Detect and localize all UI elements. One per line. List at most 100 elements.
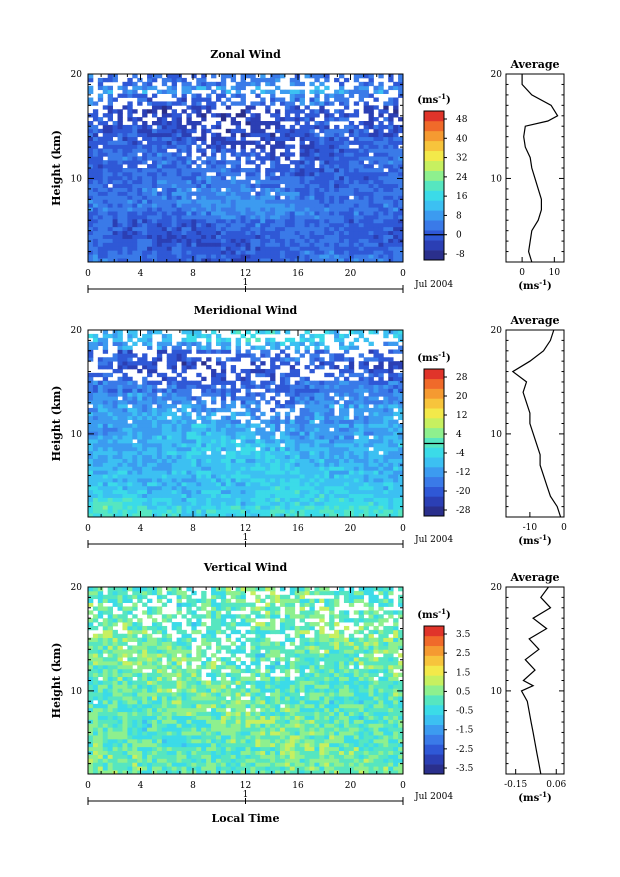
- heatmap-cell: [275, 231, 280, 235]
- heatmap-cell: [132, 172, 137, 176]
- heatmap-cell: [364, 211, 369, 215]
- heatmap-cell: [280, 152, 285, 156]
- heatmap-cell: [393, 184, 398, 188]
- heatmap-cell: [157, 420, 162, 424]
- heatmap-cell: [344, 168, 349, 172]
- heatmap-cell: [147, 172, 152, 176]
- heatmap-cell: [290, 431, 295, 435]
- heatmap-cell: [122, 509, 127, 513]
- heatmap-cell: [221, 180, 226, 184]
- heatmap-cell: [373, 192, 378, 196]
- heatmap-cell: [157, 227, 162, 231]
- heatmap-cell: [280, 239, 285, 243]
- heatmap-cell: [334, 78, 339, 82]
- heatmap-cell: [364, 254, 369, 258]
- heatmap-cell: [295, 192, 300, 196]
- heatmap-cell: [329, 478, 334, 482]
- heatmap-cell: [295, 443, 300, 447]
- heatmap-cell: [300, 94, 305, 98]
- heatmap-cell: [231, 250, 236, 254]
- heatmap-cell: [255, 168, 260, 172]
- heatmap-cell: [334, 478, 339, 482]
- heatmap-cell: [186, 117, 191, 121]
- heatmap-cell: [93, 381, 98, 385]
- heatmap-cell: [305, 184, 310, 188]
- heatmap-cell: [359, 172, 364, 176]
- heatmap-cell: [383, 250, 388, 254]
- heatmap-cell: [196, 227, 201, 231]
- heatmap-cell: [182, 148, 187, 152]
- heatmap-cell: [196, 121, 201, 125]
- heatmap-cell: [339, 486, 344, 490]
- heatmap-cell: [196, 94, 201, 98]
- heatmap-cell: [216, 98, 221, 102]
- heatmap-cell: [201, 424, 206, 428]
- heatmap-cell: [241, 404, 246, 408]
- heatmap-cell: [314, 223, 319, 227]
- heatmap-cell: [378, 242, 383, 246]
- heatmap-cell: [236, 474, 241, 478]
- heatmap-cell: [211, 82, 216, 86]
- heatmap-cell: [177, 447, 182, 451]
- heatmap-cell: [309, 172, 314, 176]
- heatmap-cell: [339, 239, 344, 243]
- heatmap-cell: [172, 505, 177, 509]
- heatmap-cell: [191, 501, 196, 505]
- heatmap-cell: [211, 439, 216, 443]
- heatmap-cell: [314, 239, 319, 243]
- heatmap-cell: [221, 90, 226, 94]
- heatmap-cell: [186, 478, 191, 482]
- heatmap-cell: [314, 490, 319, 494]
- heatmap-cell: [137, 443, 142, 447]
- heatmap-cell: [349, 439, 354, 443]
- heatmap-cell: [369, 133, 374, 137]
- heatmap-cell: [162, 231, 167, 235]
- heatmap-cell: [108, 109, 113, 113]
- heatmap-cell: [260, 451, 265, 455]
- heatmap-cell: [152, 207, 157, 211]
- heatmap-cell: [226, 486, 231, 490]
- heatmap-cell: [369, 408, 374, 412]
- heatmap-cell: [103, 462, 108, 466]
- heatmap-cell: [206, 246, 211, 250]
- heatmap-cell: [334, 188, 339, 192]
- heatmap-cell: [265, 180, 270, 184]
- heatmap-cell: [378, 148, 383, 152]
- heatmap-cell: [305, 239, 310, 243]
- heatmap-cell: [329, 400, 334, 404]
- heatmap-cell: [186, 396, 191, 400]
- heatmap-cell: [206, 219, 211, 223]
- heatmap-cell: [329, 447, 334, 451]
- heatmap-cell: [236, 125, 241, 129]
- heatmap-cell: [373, 505, 378, 509]
- heatmap-cell: [329, 180, 334, 184]
- heatmap-cell: [122, 199, 127, 203]
- heatmap-cell: [236, 250, 241, 254]
- heatmap-cell: [354, 215, 359, 219]
- heatmap-cell: [142, 152, 147, 156]
- heatmap-cell: [108, 199, 113, 203]
- heatmap-cell: [290, 246, 295, 250]
- heatmap-cell: [211, 420, 216, 424]
- heatmap-cell: [309, 223, 314, 227]
- heatmap-cell: [196, 490, 201, 494]
- heatmap-cell: [182, 388, 187, 392]
- heatmap-cell: [182, 482, 187, 486]
- heatmap-cell: [378, 137, 383, 141]
- heatmap-cell: [369, 494, 374, 498]
- heatmap-cell: [246, 408, 251, 412]
- heatmap-cell: [305, 235, 310, 239]
- heatmap-cell: [137, 490, 142, 494]
- heatmap-cell: [118, 117, 123, 121]
- heatmap-cell: [142, 396, 147, 400]
- heatmap-cell: [309, 509, 314, 513]
- heatmap-cell: [285, 235, 290, 239]
- heatmap-cell: [231, 203, 236, 207]
- heatmap-cell: [152, 105, 157, 109]
- heatmap-cell: [201, 148, 206, 152]
- heatmap-cell: [122, 462, 127, 466]
- heatmap-cell: [231, 451, 236, 455]
- heatmap-cell: [122, 215, 127, 219]
- heatmap-cell: [364, 490, 369, 494]
- heatmap-cell: [275, 478, 280, 482]
